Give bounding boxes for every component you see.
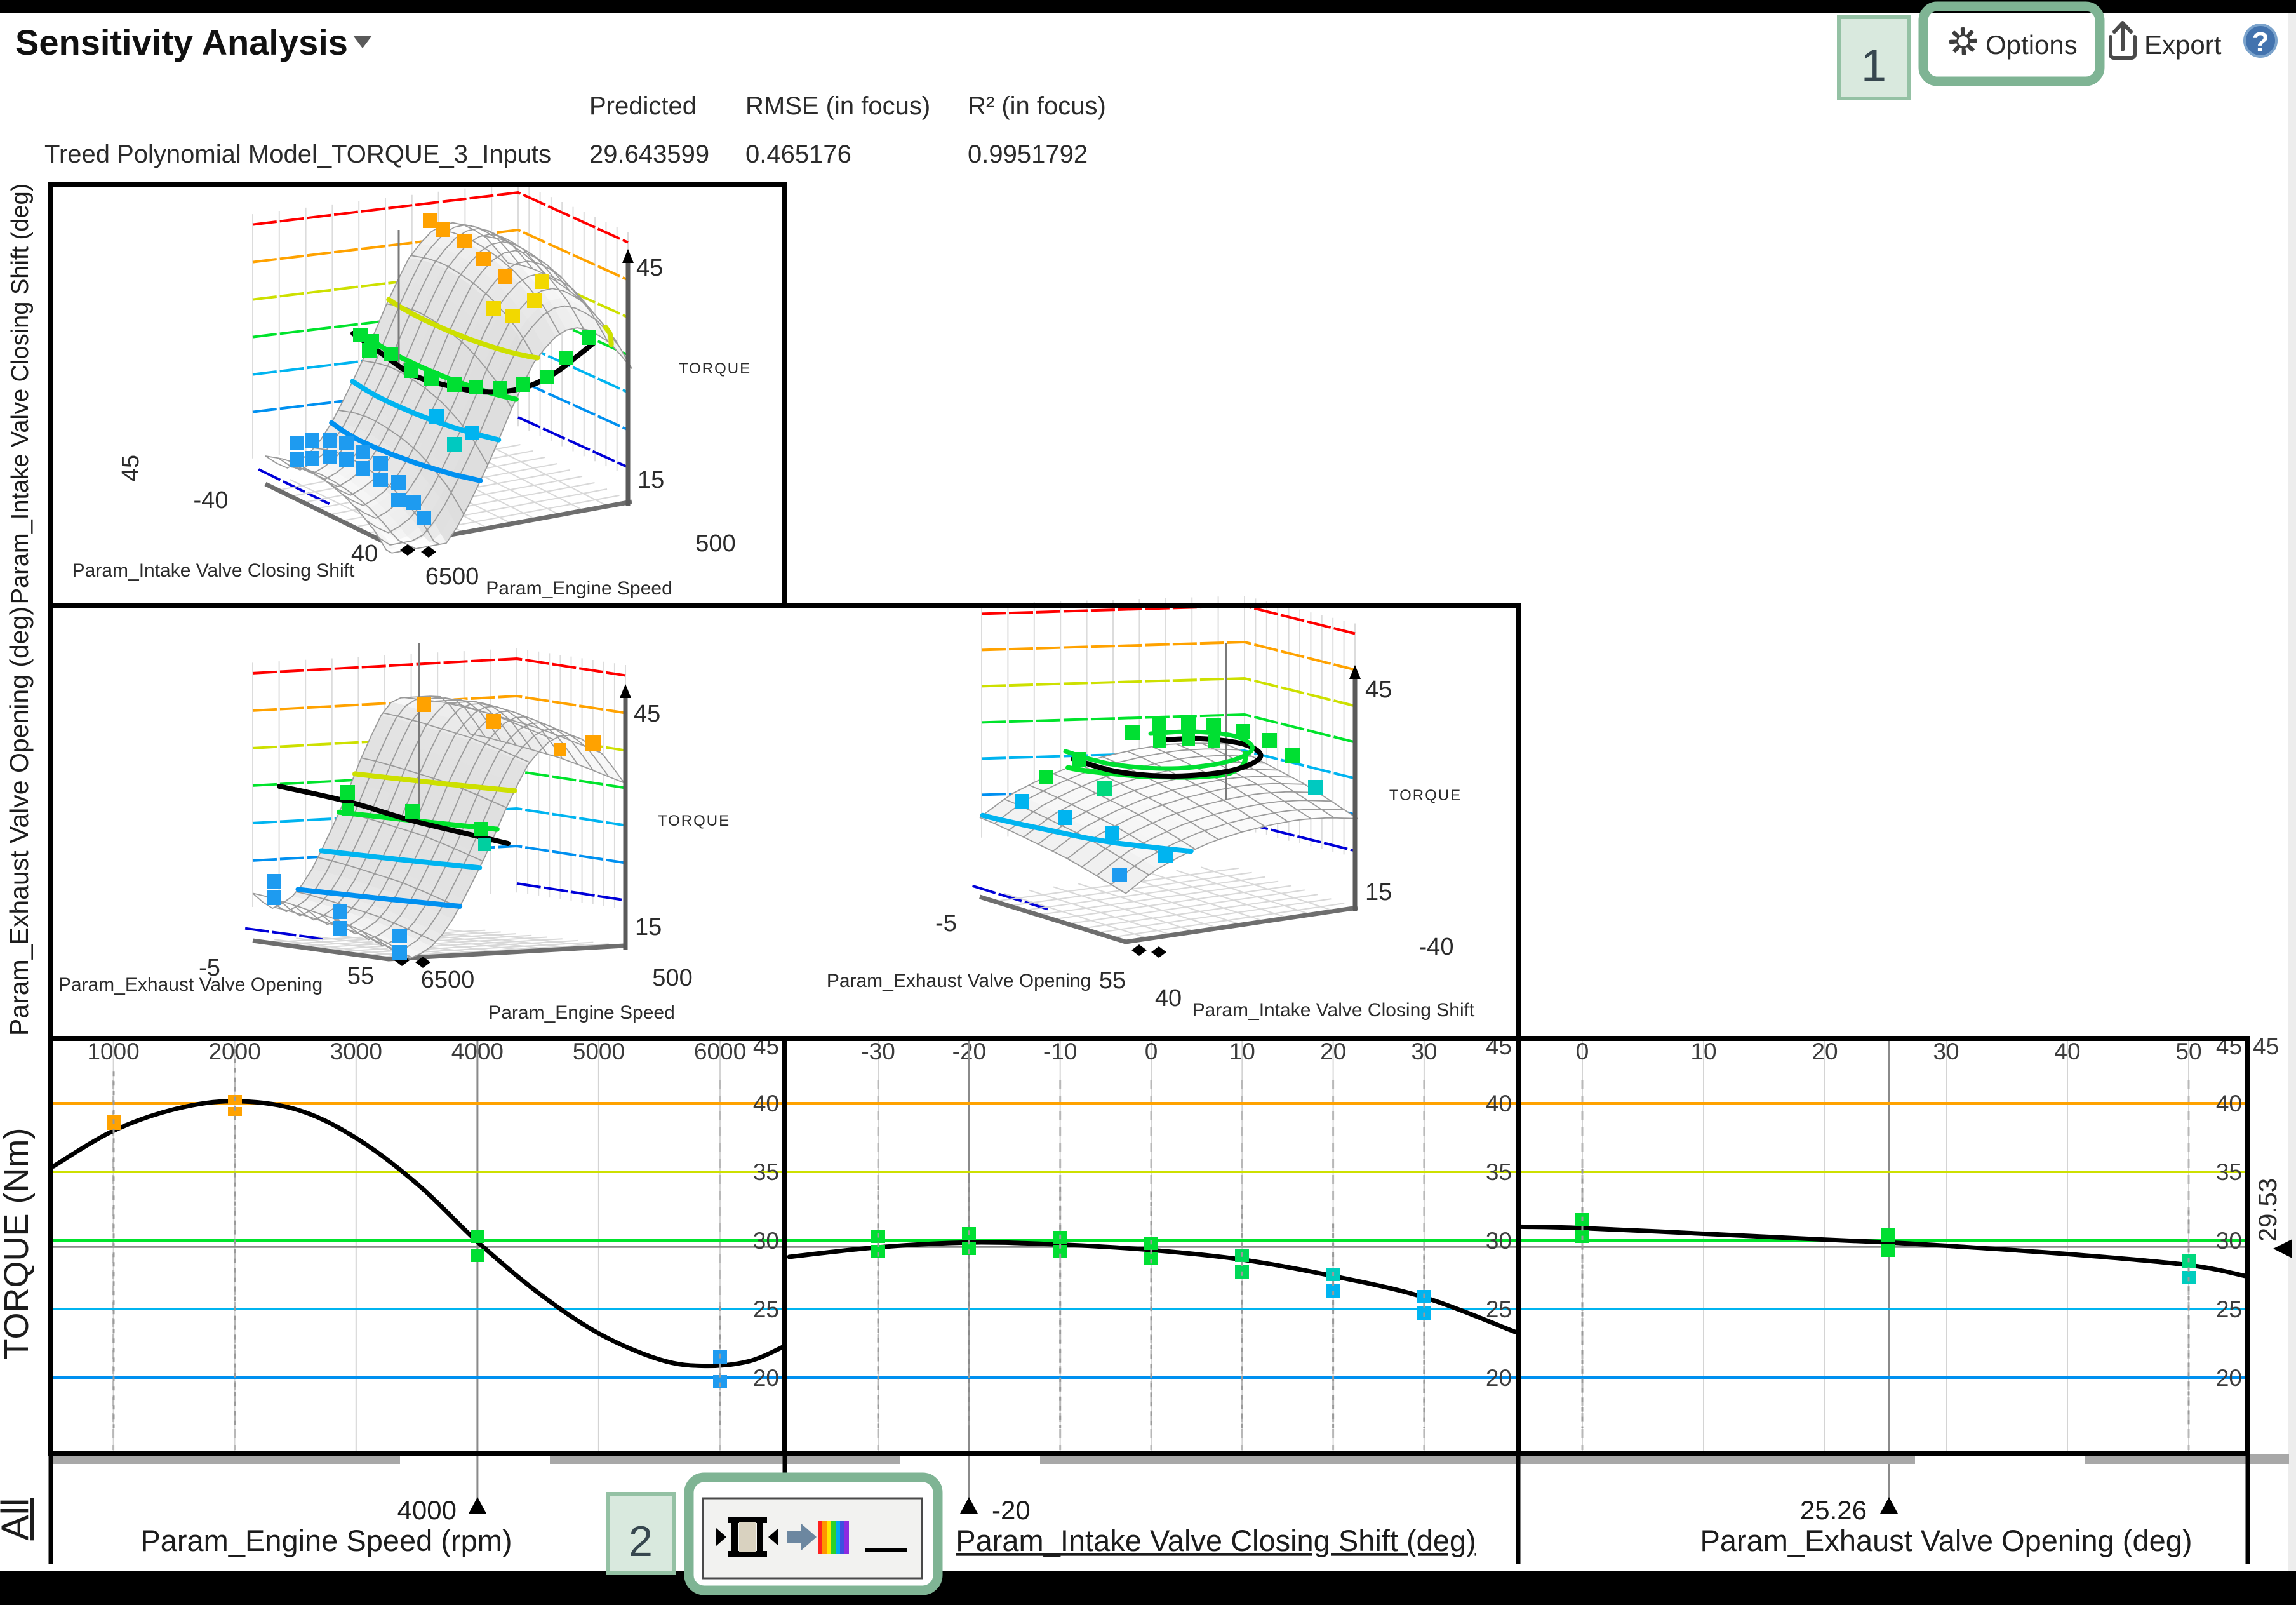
svg-text:1000: 1000 — [87, 1038, 139, 1064]
svg-text:25.26: 25.26 — [1800, 1495, 1867, 1525]
svg-text:Param_Engine Speed: Param_Engine Speed — [488, 1002, 675, 1023]
svg-text:15: 15 — [637, 467, 664, 494]
svg-text:40: 40 — [753, 1091, 779, 1117]
svg-text:30: 30 — [2216, 1228, 2242, 1254]
svg-text:RMSE (in focus): RMSE (in focus) — [745, 92, 930, 120]
svg-text:0.465176: 0.465176 — [745, 140, 851, 168]
svg-text:40: 40 — [2216, 1091, 2242, 1117]
svg-text:6500: 6500 — [425, 563, 479, 590]
svg-text:Treed Polynomial Model_TORQUE_: Treed Polynomial Model_TORQUE_3_Inputs — [44, 140, 551, 168]
svg-text:15: 15 — [1365, 879, 1392, 906]
svg-text:6000: 6000 — [694, 1038, 746, 1064]
svg-text:20: 20 — [1812, 1038, 1838, 1064]
svg-text:45: 45 — [117, 455, 144, 481]
svg-text:35: 35 — [753, 1159, 779, 1185]
svg-text:20: 20 — [1320, 1038, 1346, 1064]
svg-text:2: 2 — [629, 1517, 653, 1566]
svg-text:Param_Exhaust Valve Opening: Param_Exhaust Valve Opening — [58, 974, 323, 995]
svg-text:45: 45 — [636, 255, 663, 281]
svg-text:29.53: 29.53 — [2254, 1178, 2282, 1242]
svg-text:Param_Intake Valve Closing Shi: Param_Intake Valve Closing Shift — [1192, 1000, 1475, 1021]
svg-text:45: 45 — [1365, 676, 1392, 703]
svg-text:TORQUE: TORQUE — [679, 360, 751, 377]
svg-text:40: 40 — [2054, 1038, 2080, 1064]
svg-text:TORQUE: TORQUE — [658, 812, 730, 829]
svg-text:-40: -40 — [1419, 934, 1454, 960]
svg-text:25: 25 — [753, 1296, 779, 1322]
svg-text:50: 50 — [2175, 1038, 2201, 1064]
svg-text:20: 20 — [1486, 1365, 1512, 1391]
svg-text:Export: Export — [2144, 30, 2222, 60]
svg-text:All: All — [0, 1498, 36, 1541]
svg-text:35: 35 — [2216, 1159, 2242, 1185]
svg-text:40: 40 — [1486, 1091, 1512, 1117]
svg-text:Predicted: Predicted — [589, 92, 697, 120]
svg-text:55: 55 — [1099, 967, 1126, 994]
svg-text:Param_Exhaust Valve Opening: Param_Exhaust Valve Opening — [827, 970, 1091, 991]
svg-text:?: ? — [2252, 27, 2269, 58]
svg-text:-5: -5 — [199, 955, 220, 981]
svg-text:10: 10 — [1229, 1038, 1255, 1064]
svg-text:500: 500 — [652, 965, 692, 991]
svg-text:25: 25 — [2216, 1296, 2242, 1322]
svg-text:0: 0 — [1145, 1038, 1158, 1064]
svg-text:45: 45 — [634, 701, 660, 727]
svg-text:Param_Exhaust Valve Opening (d: Param_Exhaust Valve Opening (deg) — [1700, 1524, 2192, 1557]
svg-text:3000: 3000 — [330, 1038, 382, 1064]
svg-text:Param_Exhaust Valve Opening (d: Param_Exhaust Valve Opening (deg) — [4, 607, 34, 1036]
svg-text:Param_Engine Speed (rpm): Param_Engine Speed (rpm) — [140, 1524, 512, 1557]
svg-text:0.9951792: 0.9951792 — [968, 140, 1088, 168]
svg-text:-5: -5 — [935, 910, 957, 937]
svg-text:20: 20 — [2216, 1365, 2242, 1391]
svg-text:55: 55 — [347, 963, 374, 990]
svg-text:-40: -40 — [194, 487, 229, 514]
svg-text:5000: 5000 — [573, 1038, 625, 1064]
svg-text:Sensitivity Analysis: Sensitivity Analysis — [15, 22, 348, 62]
svg-text:0: 0 — [1576, 1038, 1589, 1064]
svg-text:25: 25 — [1486, 1296, 1512, 1322]
svg-text:-20: -20 — [992, 1495, 1031, 1525]
svg-text:4000: 4000 — [397, 1495, 457, 1525]
svg-text:R² (in focus): R² (in focus) — [968, 92, 1106, 120]
svg-text:40: 40 — [1155, 985, 1182, 1012]
svg-text:TORQUE: TORQUE — [1389, 787, 1462, 804]
svg-text:TORQUE (Nm): TORQUE (Nm) — [0, 1128, 36, 1360]
svg-text:20: 20 — [753, 1365, 779, 1391]
svg-text:-30: -30 — [861, 1038, 895, 1064]
svg-text:Param_Intake Valve Closing Shi: Param_Intake Valve Closing Shift (deg) — [7, 184, 34, 605]
svg-text:Options: Options — [1986, 30, 2078, 60]
svg-text:Param_Engine Speed: Param_Engine Speed — [486, 578, 672, 599]
svg-text:30: 30 — [1933, 1038, 1959, 1064]
svg-text:1: 1 — [1861, 41, 1886, 91]
svg-text:Param_Intake Valve Closing Shi: Param_Intake Valve Closing Shift — [72, 560, 355, 581]
svg-text:45: 45 — [2253, 1033, 2279, 1059]
svg-text:15: 15 — [635, 914, 662, 941]
svg-text:30: 30 — [1486, 1228, 1512, 1254]
svg-text:35: 35 — [1486, 1159, 1512, 1185]
svg-text:500: 500 — [695, 530, 735, 557]
svg-text:30: 30 — [1411, 1038, 1437, 1064]
svg-text:6500: 6500 — [421, 967, 475, 993]
svg-text:Param_Intake Valve Closing Shi: Param_Intake Valve Closing Shift (deg) — [956, 1524, 1476, 1557]
svg-text:40: 40 — [351, 541, 378, 567]
svg-text:-10: -10 — [1043, 1038, 1077, 1064]
svg-text:30: 30 — [753, 1228, 779, 1254]
svg-text:10: 10 — [1690, 1038, 1716, 1064]
svg-text:29.643599: 29.643599 — [589, 140, 709, 168]
